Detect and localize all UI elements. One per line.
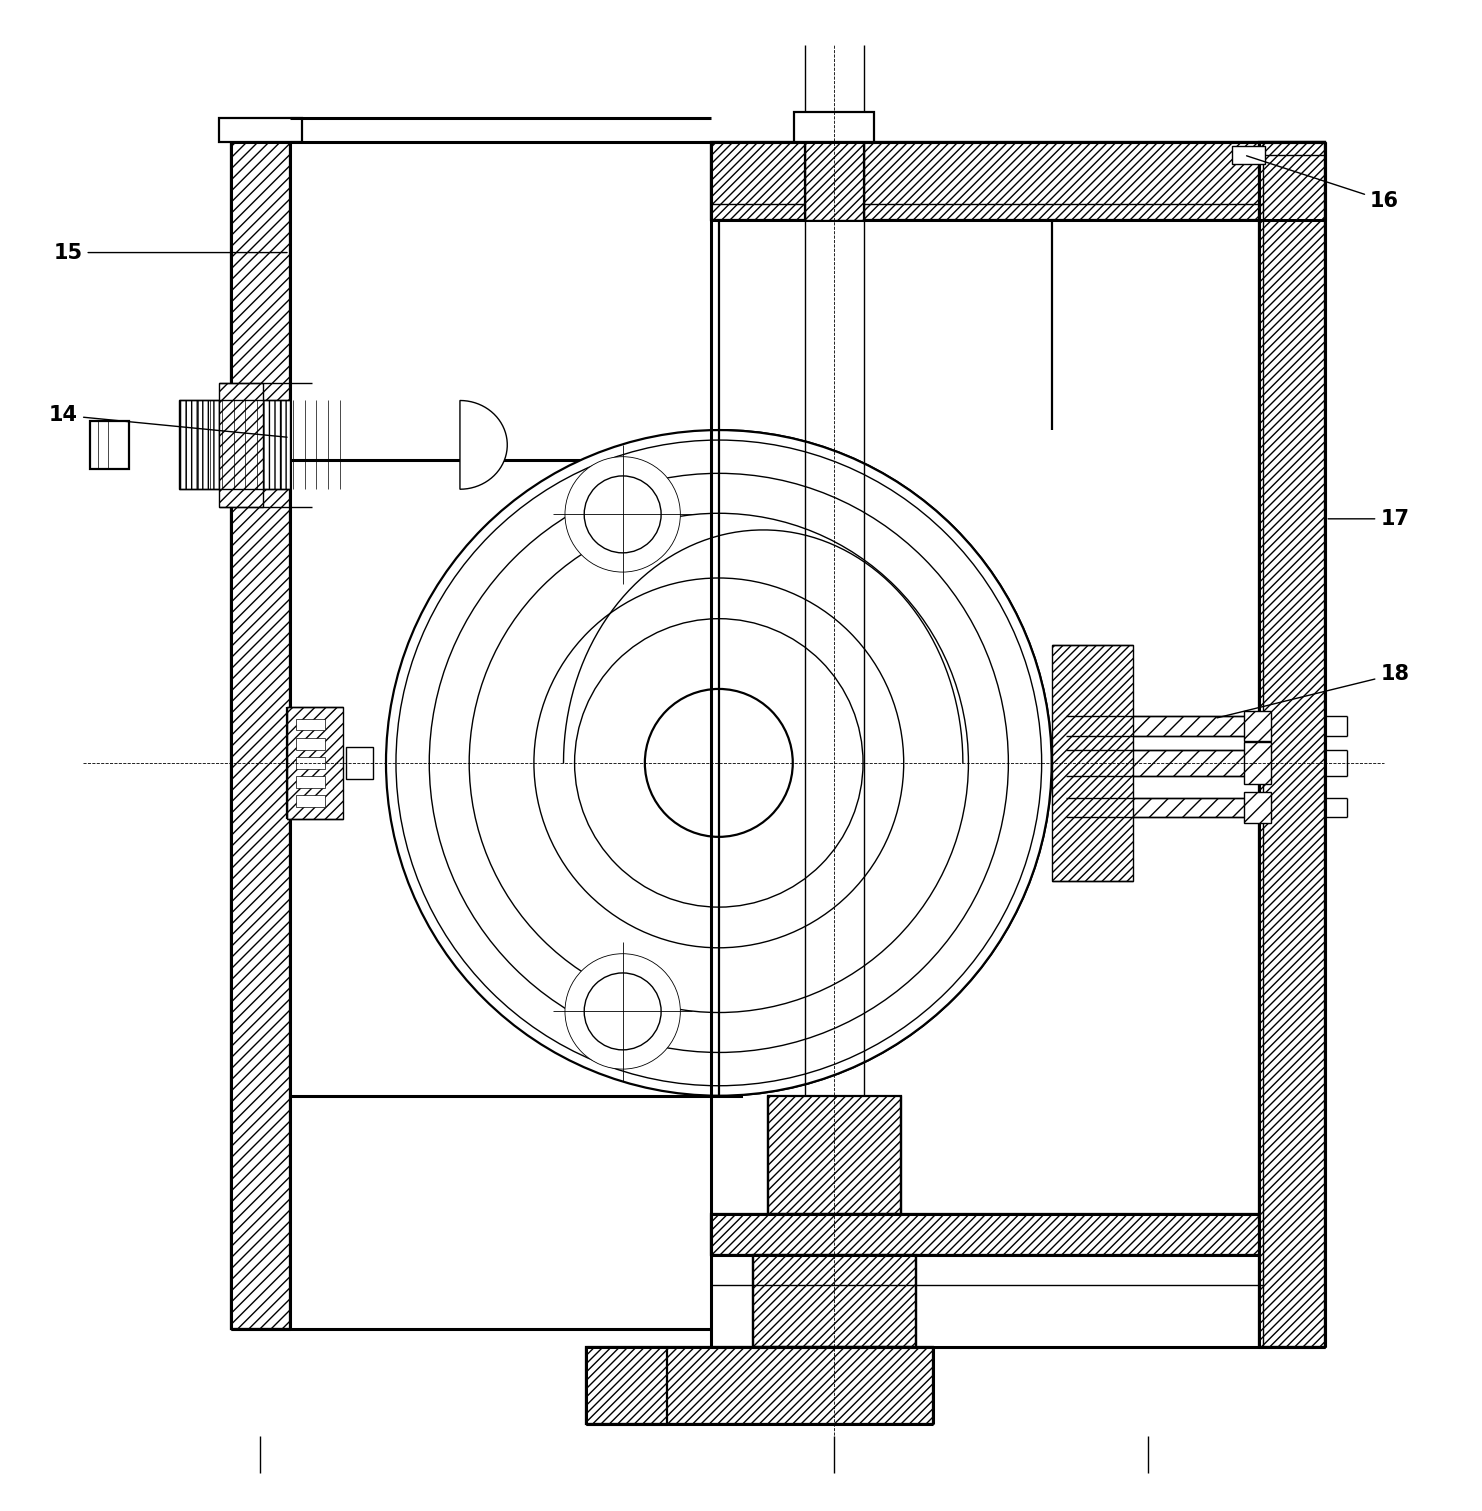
Bar bbox=[296, 757, 326, 769]
Circle shape bbox=[584, 973, 661, 1050]
Bar bbox=[288, 707, 344, 819]
Bar bbox=[1067, 798, 1251, 817]
Circle shape bbox=[565, 456, 680, 573]
Bar bbox=[231, 142, 290, 1330]
Text: 18: 18 bbox=[1217, 665, 1409, 718]
Text: 14: 14 bbox=[49, 405, 288, 437]
Bar bbox=[1243, 710, 1270, 742]
Bar bbox=[1052, 645, 1134, 881]
Bar bbox=[711, 142, 1325, 221]
Wedge shape bbox=[719, 431, 1052, 1095]
Text: 15: 15 bbox=[53, 243, 288, 263]
Bar bbox=[1067, 749, 1251, 777]
Polygon shape bbox=[459, 400, 507, 490]
Circle shape bbox=[575, 618, 863, 907]
Bar bbox=[753, 1256, 916, 1348]
Bar bbox=[585, 1348, 934, 1423]
Bar bbox=[1258, 142, 1325, 1348]
Bar bbox=[805, 142, 864, 221]
Circle shape bbox=[645, 689, 793, 837]
Bar bbox=[347, 746, 372, 780]
Bar bbox=[794, 112, 874, 142]
Circle shape bbox=[396, 440, 1042, 1086]
Bar bbox=[261, 459, 741, 1095]
Bar bbox=[296, 737, 326, 749]
Text: 16: 16 bbox=[1246, 156, 1399, 212]
Bar bbox=[768, 1095, 901, 1213]
Circle shape bbox=[565, 953, 680, 1070]
Bar bbox=[219, 382, 264, 508]
Bar bbox=[179, 400, 290, 490]
Bar bbox=[1232, 147, 1264, 163]
Bar bbox=[1243, 792, 1270, 822]
Circle shape bbox=[430, 473, 1008, 1053]
Bar bbox=[296, 719, 326, 730]
Bar bbox=[219, 118, 302, 142]
Circle shape bbox=[470, 514, 968, 1012]
Bar bbox=[296, 777, 326, 789]
Text: 17: 17 bbox=[1328, 509, 1409, 529]
Bar bbox=[711, 1213, 1258, 1256]
Wedge shape bbox=[719, 579, 904, 947]
Bar bbox=[90, 422, 129, 468]
Wedge shape bbox=[719, 623, 860, 904]
Circle shape bbox=[385, 431, 1052, 1095]
Bar bbox=[1067, 716, 1251, 736]
Bar bbox=[296, 795, 326, 807]
Circle shape bbox=[584, 476, 661, 553]
Circle shape bbox=[534, 579, 904, 947]
Bar bbox=[1243, 742, 1270, 784]
